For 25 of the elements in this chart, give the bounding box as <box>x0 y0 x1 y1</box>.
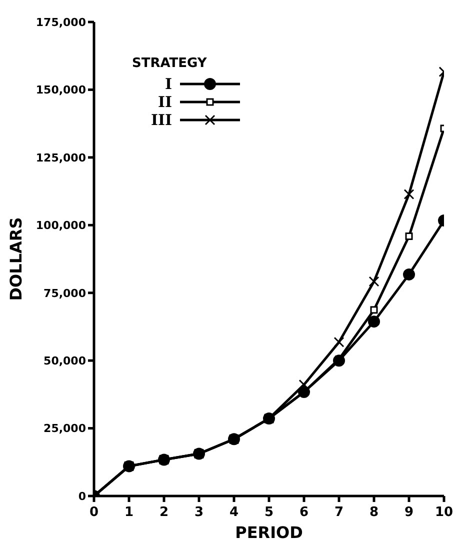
x-tick-label: 9 <box>404 505 414 520</box>
y-tick-label: 75,000 <box>44 286 86 300</box>
y-tick-label: 175,000 <box>36 16 86 29</box>
y-tick-label: 50,000 <box>44 354 86 368</box>
y-axis-title: DOLLARS <box>6 217 26 301</box>
x-tick-label: 8 <box>369 505 379 520</box>
legend-label: I <box>164 75 172 93</box>
y-tick-label: 150,000 <box>36 84 86 97</box>
legend-label: III <box>150 111 172 129</box>
y-tick-label: 0 <box>78 490 86 503</box>
x-tick-label: 0 <box>89 505 99 520</box>
y-tick-label: 25,000 <box>44 422 86 436</box>
y-tick-label: 125,000 <box>36 151 86 164</box>
legend-title: STRATEGY <box>132 56 208 71</box>
x-tick-label: 4 <box>229 505 239 520</box>
legend-label: II <box>156 93 172 111</box>
x-tick-label: 7 <box>334 505 344 520</box>
x-tick-label: 10 <box>434 505 454 520</box>
x-tick-label: 2 <box>159 505 169 520</box>
x-tick-label: 3 <box>194 505 204 520</box>
x-tick-label: 5 <box>264 505 274 520</box>
x-axis-title: PERIOD <box>235 523 303 542</box>
x-tick-label: 6 <box>299 505 309 520</box>
y-tick-label: 100,000 <box>36 219 86 232</box>
x-tick-label: 1 <box>124 505 134 520</box>
